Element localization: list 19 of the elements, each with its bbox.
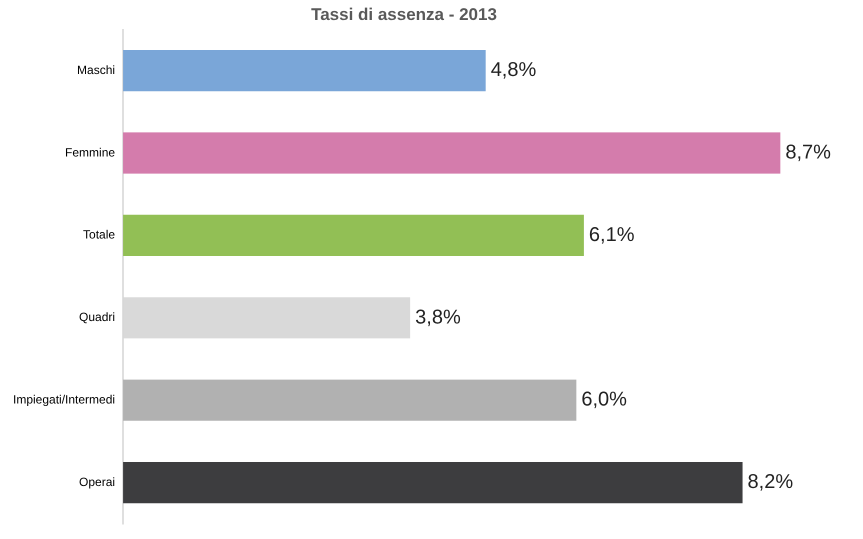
y-tick-label: Totale — [83, 228, 116, 242]
data-label: 6,0% — [581, 388, 628, 411]
bar — [123, 214, 584, 256]
bar — [123, 50, 486, 92]
bar — [123, 462, 743, 504]
data-label: 4,8% — [490, 59, 536, 82]
y-tick-label: Operai — [79, 474, 116, 489]
data-label: 8,2% — [748, 471, 794, 494]
data-label: 6,1% — [588, 224, 635, 246]
bar — [123, 297, 410, 338]
y-tick-label: Impiegati/Intermedi — [13, 392, 116, 407]
chart-title: Tassi di assenza - 2013 — [311, 4, 497, 24]
y-tick-label: Quadri — [79, 310, 116, 324]
bar — [123, 132, 780, 174]
y-tick-label: Femmine — [65, 145, 116, 160]
bar — [123, 380, 576, 421]
data-label: 8,7% — [785, 142, 832, 164]
y-tick-label: Maschi — [77, 62, 116, 77]
data-label: 3,8% — [415, 306, 461, 328]
